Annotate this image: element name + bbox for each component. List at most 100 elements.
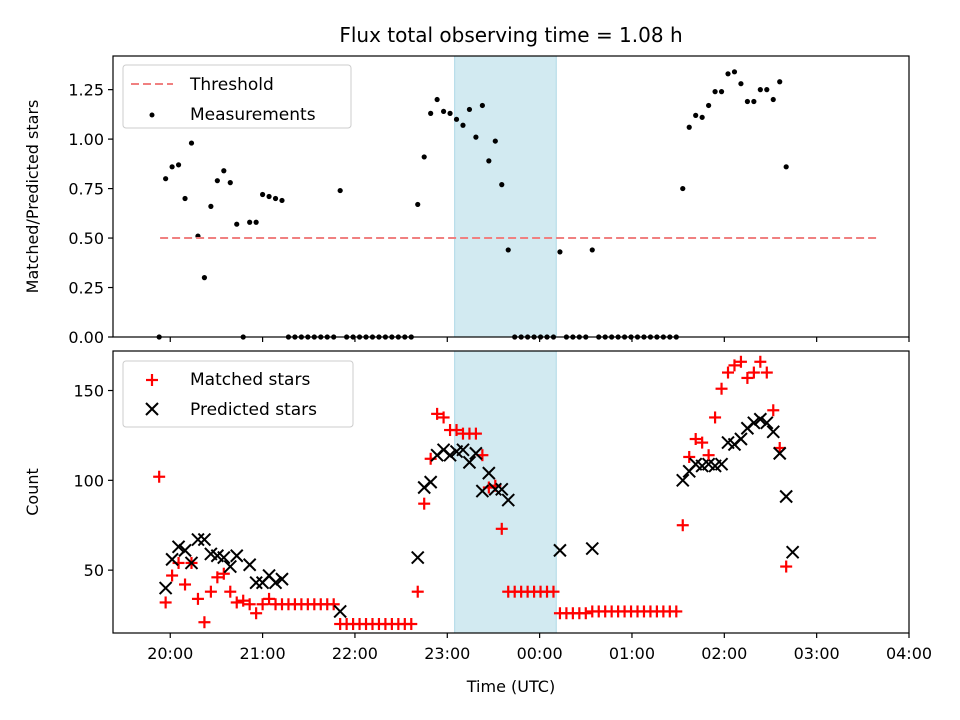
matched-star-point [217,567,230,580]
measurement-point [221,168,227,174]
matched-star-point [179,578,192,591]
predicted-star-point [501,493,515,507]
measurement-point [415,201,421,208]
measurement-point [699,114,705,120]
predicted-star-point [223,559,237,574]
matched-star-point [405,618,418,631]
matched-star-point [676,519,689,532]
ratio-y-tick-label: 0.75 [68,180,104,199]
matched-star-point [327,598,340,611]
matched-star-point [256,598,269,611]
measurement-point [744,98,750,105]
count-axes-frame [112,350,910,634]
measurement-point [434,96,440,103]
legend-threshold-label: Threshold [189,75,274,95]
ratio-legend: Threshold Measurements [122,64,352,129]
predicted-star-point [197,532,212,547]
matched-star-point [230,596,243,609]
matched-star-point [411,585,424,598]
measurement-point [259,191,266,198]
predicted-star-point [714,457,729,471]
matched-star-point [747,366,760,379]
measurement-point [428,110,434,116]
x-tick-label: 20:00 [147,644,193,663]
predicted-star-point [482,466,496,480]
legend-matched-swatch [146,374,158,386]
predicted-star-point [766,425,780,439]
legend-measurements-swatch [149,112,155,118]
measurement-point [712,89,718,95]
ratio-y-axis-label: Matched/Predicted stars [23,100,42,294]
measurement-point [169,164,175,170]
measurement-point [182,195,188,202]
matched-star-point [250,607,263,620]
matched-star-point [431,407,444,420]
measurement-point [718,89,725,95]
legend-measurements-label: Measurements [190,105,316,125]
legend-matched-label: Matched stars [190,370,310,390]
matched-star-point [702,449,715,462]
measurement-point [777,79,783,85]
predicted-star-point [165,552,179,567]
measurement-point [473,134,479,140]
predicted-star-point [242,558,257,572]
measurement-point [770,96,776,103]
x-tick-label: 22:00 [332,644,378,663]
measurement-point [421,154,427,160]
predicted-star-point [158,581,173,595]
measurement-point [505,247,511,253]
matched-star-point [153,470,166,483]
matched-star-point [754,355,767,368]
measurement-point [499,182,505,188]
predicted-star-point [423,475,438,489]
predicted-star-point [760,416,774,430]
predicted-star-point [585,541,599,556]
x-axis-label: Time (UTC) [466,677,555,696]
measurement-point [466,106,473,113]
measurement-point [163,176,169,182]
x-tick-label: 23:00 [424,644,470,663]
matched-star-point [683,450,696,463]
matched-star-point [211,571,224,584]
measurement-point [492,138,498,144]
matched-star-point [734,355,747,368]
predicted-star-point [462,455,477,470]
matched-star-point [689,433,702,446]
count-y-axis-label: Count [23,468,42,516]
predicted-star-point [411,550,425,565]
matched-star-point [237,594,250,607]
measurement-point [764,87,770,93]
predicted-star-point [773,446,787,461]
predicted-star-point [785,545,800,559]
predicted-star-point [230,549,244,563]
measurement-point [486,158,492,164]
measurement-point [731,69,738,75]
x-tick-label: 00:00 [517,644,563,663]
measurement-point [453,116,460,122]
predicted-star-point [275,572,289,586]
matched-star-point [547,585,560,598]
measurement-point [266,193,272,200]
measurement-point [751,98,757,105]
count-points [153,355,800,631]
measurement-point [188,140,195,146]
matched-star-point [166,569,179,582]
matched-star-point [263,592,276,605]
predicted-star-point [456,443,470,457]
measurement-point [201,275,208,281]
matched-star-point [709,411,722,424]
measurement-point [693,112,699,118]
matched-star-point [780,560,793,573]
ratio-y-tick-label: 1.00 [68,130,104,149]
predicted-star-point [443,448,457,462]
predicted-star-point [495,482,509,497]
ratio-y-tick-label: 0.00 [68,328,104,347]
predicted-star-point [676,473,690,488]
matched-star-point [159,596,172,609]
measurement-point [279,197,285,204]
measurement-point [557,249,563,255]
matched-star-point [450,424,463,437]
matched-star-point [418,497,431,510]
predicted-star-point [779,489,793,504]
